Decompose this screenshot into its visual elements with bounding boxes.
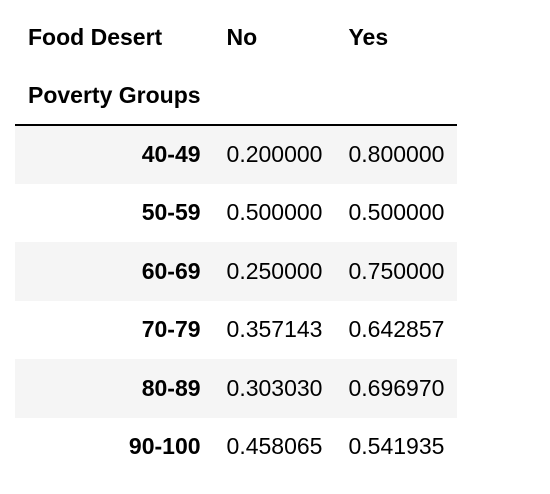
- cell-no: 0.500000: [226, 199, 323, 226]
- row-label: 70-79: [141, 316, 201, 343]
- column-header-row: Food Desert No Yes: [15, 8, 457, 66]
- column-header-yes: Yes: [348, 23, 389, 50]
- index-name-label: Poverty Groups: [28, 81, 201, 108]
- cell-yes: 0.696970: [348, 374, 445, 401]
- cell-yes: 0.500000: [348, 199, 445, 226]
- dataframe-table: Food Desert No Yes Poverty Groups 40-49 …: [15, 8, 458, 477]
- row-label: 80-89: [141, 374, 201, 401]
- cell-no: 0.200000: [226, 141, 323, 168]
- table-row: 80-89 0.303030 0.696970: [15, 359, 458, 418]
- cell-yes: 0.642857: [348, 316, 445, 343]
- table-row: 40-49 0.200000 0.800000: [15, 125, 458, 184]
- cell-no: 0.250000: [226, 257, 323, 284]
- index-name-row: Poverty Groups: [15, 66, 458, 125]
- column-header-no: No: [226, 23, 258, 50]
- cell-no: 0.357143: [226, 316, 323, 343]
- table-header: Food Desert No Yes Poverty Groups: [15, 8, 458, 125]
- table-row: 50-59 0.500000 0.500000: [15, 184, 457, 243]
- row-label: 60-69: [141, 257, 201, 284]
- index-name-blank-yes: [335, 66, 457, 125]
- cell-no: 0.303030: [226, 374, 323, 401]
- table-row: 90-100 0.458065 0.541935: [15, 418, 457, 477]
- row-label: 50-59: [141, 199, 201, 226]
- row-label: 40-49: [141, 141, 201, 168]
- cell-yes: 0.541935: [348, 433, 445, 460]
- table-row: 60-69 0.250000 0.750000: [15, 242, 458, 301]
- cell-yes: 0.800000: [348, 141, 445, 168]
- cell-no: 0.458065: [226, 433, 323, 460]
- column-header-label: Food Desert: [28, 23, 163, 50]
- index-name-blank-no: [214, 66, 336, 125]
- row-label: 90-100: [128, 433, 201, 460]
- cell-yes: 0.750000: [348, 257, 445, 284]
- table-body: 40-49 0.200000 0.800000 50-59 0.500000 0…: [15, 125, 458, 477]
- table-row: 70-79 0.357143 0.642857: [15, 301, 457, 360]
